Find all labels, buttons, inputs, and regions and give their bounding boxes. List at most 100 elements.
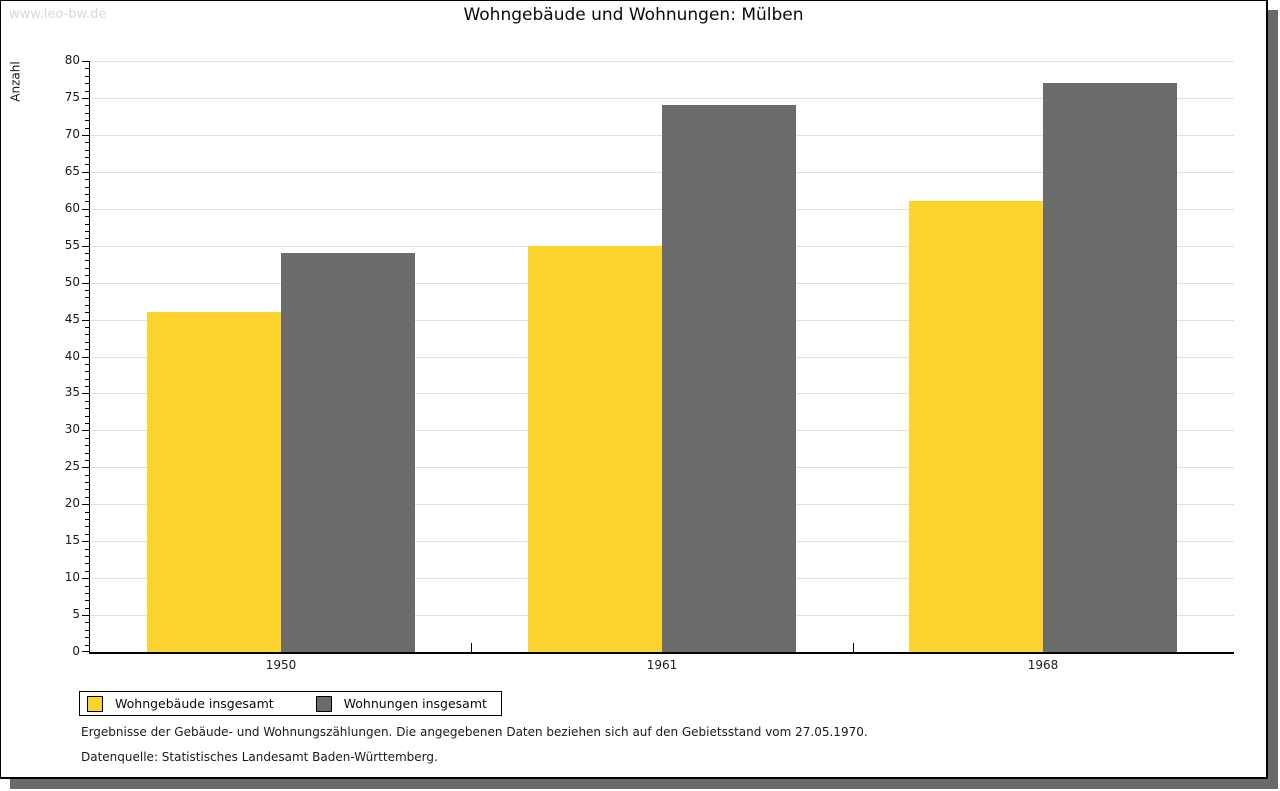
x-axis-category-label: 1950	[265, 658, 297, 672]
y-axis-major-tick	[82, 541, 89, 543]
y-axis-minor-tick	[85, 201, 89, 203]
watermark-text: www.leo-bw.de	[9, 7, 107, 22]
y-axis-minor-tick	[85, 452, 89, 454]
y-axis-minor-tick	[85, 83, 89, 85]
y-axis-major-tick	[82, 504, 89, 506]
y-axis-title: Anzahl	[8, 61, 23, 102]
y-axis-minor-tick	[85, 629, 89, 631]
y-axis-minor-tick	[85, 363, 89, 365]
y-axis-major-tick	[82, 61, 89, 62]
y-axis-minor-tick	[85, 193, 89, 195]
y-axis-tick-label: 50	[64, 274, 80, 289]
x-axis-tick	[853, 643, 854, 652]
bar-1950-wohnungen	[281, 253, 415, 652]
y-axis-minor-tick	[85, 267, 89, 269]
y-axis-minor-tick	[85, 570, 89, 572]
y-axis-major-tick	[82, 319, 89, 321]
y-axis-minor-tick	[85, 304, 89, 306]
bar-1968-wohngebaeude	[909, 201, 1043, 652]
y-axis-minor-tick	[85, 474, 89, 476]
y-axis-minor-tick	[85, 297, 89, 299]
y-axis-major-tick	[82, 430, 89, 432]
footnote-line-1: Ergebnisse der Gebäude- und Wohnungszähl…	[81, 725, 868, 739]
y-axis-minor-tick	[85, 238, 89, 240]
y-axis-minor-tick	[85, 341, 89, 343]
y-axis-minor-tick	[85, 637, 89, 639]
legend-swatch-gray-icon	[315, 695, 332, 712]
y-axis-minor-tick	[85, 216, 89, 218]
y-axis-tick-label: 60	[64, 200, 80, 215]
y-axis-tick-label: 75	[64, 89, 80, 104]
y-axis-minor-tick	[85, 105, 89, 107]
legend-item: Wohngebäude insgesamt	[87, 695, 274, 712]
y-axis-minor-tick	[85, 186, 89, 188]
bar-1950-wohngebaeude	[147, 312, 281, 652]
y-axis-minor-tick	[85, 555, 89, 557]
legend-item: Wohnungen insgesamt	[315, 695, 487, 712]
y-axis-tick-label: 65	[64, 163, 80, 178]
gridline	[90, 97, 1234, 99]
y-axis-minor-tick	[85, 482, 89, 484]
y-axis-minor-tick	[85, 334, 89, 336]
gridline	[90, 61, 1234, 62]
y-axis-major-tick	[82, 651, 89, 652]
y-axis-minor-tick	[85, 526, 89, 528]
y-axis-minor-tick	[85, 445, 89, 447]
y-axis-tick-label: 40	[64, 348, 80, 363]
legend-swatch-yellow-icon	[87, 695, 103, 712]
y-axis-tick-label: 30	[64, 422, 80, 437]
y-axis-minor-tick	[85, 437, 89, 439]
y-axis-minor-tick	[85, 489, 89, 491]
y-axis-minor-tick	[85, 260, 89, 262]
y-axis-minor-tick	[85, 371, 89, 373]
legend-label: Wohngebäude insgesamt	[115, 696, 274, 711]
y-axis-minor-tick	[85, 253, 89, 255]
y-axis-minor-tick	[85, 312, 89, 314]
y-axis-minor-tick	[85, 142, 89, 144]
y-axis-tick-label: 55	[64, 237, 80, 252]
y-axis-minor-tick	[85, 592, 89, 594]
y-axis-minor-tick	[85, 68, 89, 70]
y-axis-minor-tick	[85, 230, 89, 232]
y-axis-minor-tick	[85, 179, 89, 181]
y-axis-tick-label: 5	[72, 607, 80, 622]
x-axis-tick	[471, 643, 472, 652]
x-axis-category-label: 1968	[1027, 658, 1059, 672]
y-axis-minor-tick	[85, 511, 89, 513]
y-axis-minor-tick	[85, 585, 89, 587]
y-axis-major-tick	[82, 245, 89, 247]
bar-1961-wohngebaeude	[528, 246, 662, 652]
y-axis-minor-tick	[85, 600, 89, 602]
y-axis-minor-tick	[85, 112, 89, 114]
y-axis-major-tick	[82, 578, 89, 580]
y-axis-minor-tick	[85, 164, 89, 166]
y-axis-major-tick	[82, 393, 89, 395]
y-axis-major-tick	[82, 97, 89, 99]
y-axis-minor-tick	[85, 157, 89, 159]
y-axis-major-tick	[82, 171, 89, 173]
plot-area: 0 5 10 15 20 25 30 35 40 45 50 55 60 65 70 75 80 1950 1961…	[65, 53, 1234, 672]
y-axis-minor-tick	[85, 533, 89, 535]
y-axis-minor-tick	[85, 607, 89, 609]
y-axis-major-tick	[82, 356, 89, 358]
y-axis-minor-tick	[85, 400, 89, 402]
y-axis-tick-label: 10	[64, 570, 80, 585]
chart-title: Wohngebäude und Wohnungen: Mülben	[463, 5, 804, 25]
footnote-line-2: Datenquelle: Statistisches Landesamt Bad…	[81, 750, 438, 764]
x-axis-category-label: 1961	[646, 658, 678, 672]
y-axis-minor-tick	[85, 496, 89, 498]
y-axis-minor-tick	[85, 519, 89, 521]
y-axis-tick-label: 70	[64, 126, 80, 141]
y-axis-minor-tick	[85, 275, 89, 277]
y-axis-minor-tick	[85, 622, 89, 624]
y-axis-minor-tick	[85, 75, 89, 77]
y-axis-minor-tick	[85, 548, 89, 550]
y-axis-minor-tick	[85, 290, 89, 292]
y-axis-minor-tick	[85, 415, 89, 417]
y-axis-tick-label: 45	[64, 311, 80, 326]
legend-label: Wohnungen insgesamt	[343, 696, 487, 711]
y-axis-tick-label: 0	[72, 644, 80, 658]
y-axis-major-tick	[82, 467, 89, 469]
y-axis-tick-label: 20	[64, 496, 80, 511]
bar-1961-wohnungen	[662, 105, 796, 652]
